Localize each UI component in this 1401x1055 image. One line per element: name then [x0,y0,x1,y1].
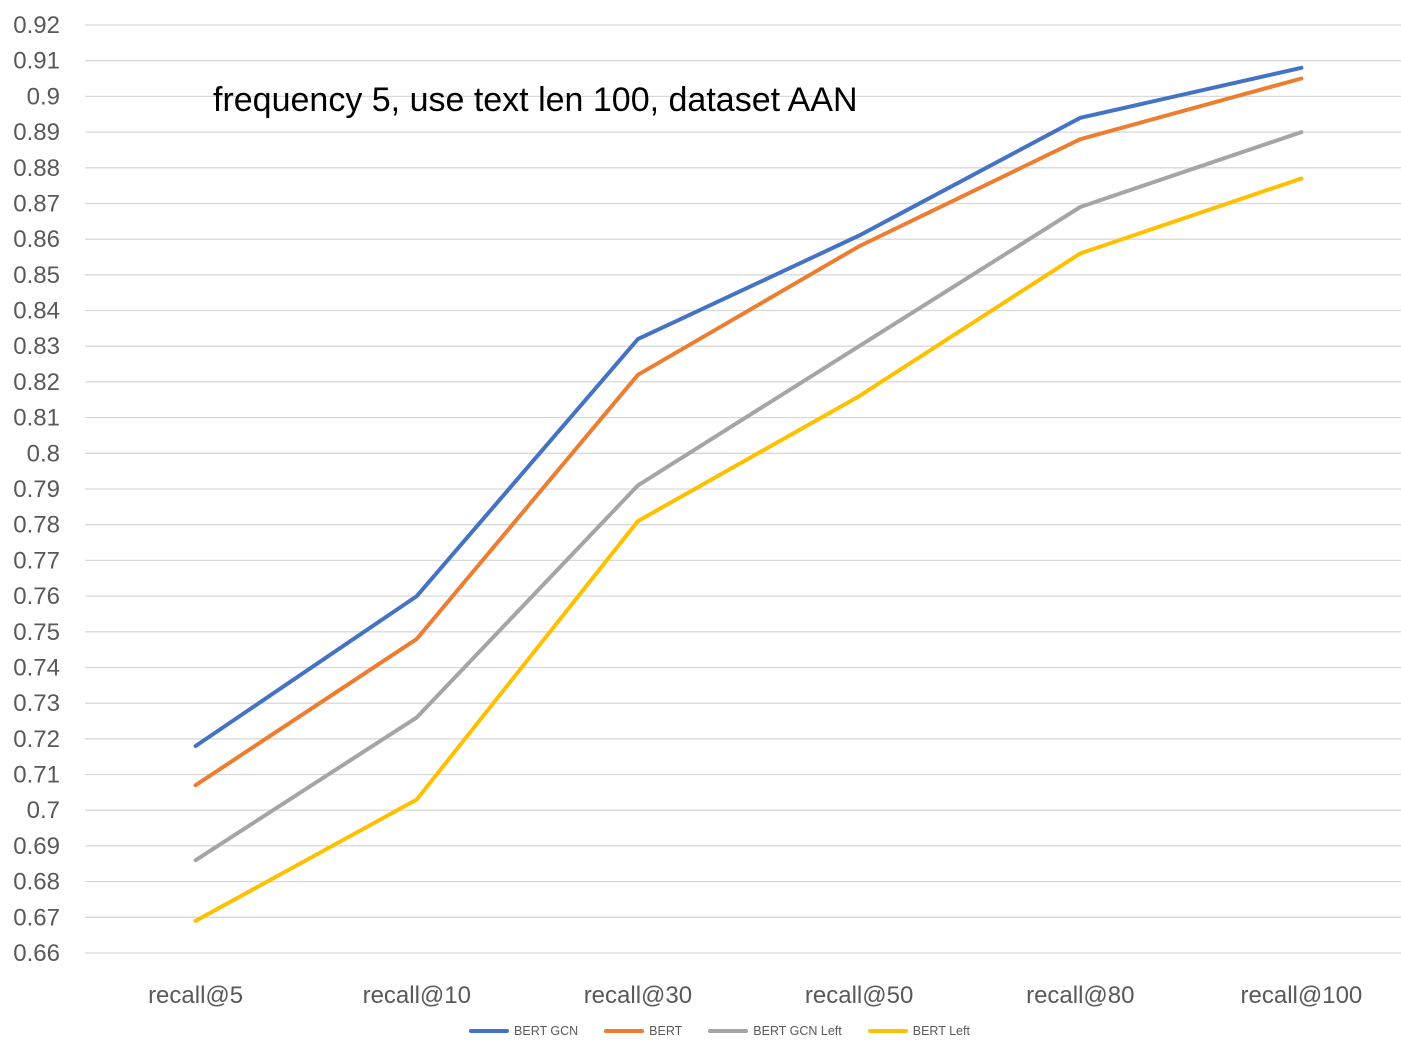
y-tick-label: 0.8 [27,440,60,467]
y-tick-label: 0.91 [13,48,60,75]
y-tick-label: 0.78 [13,512,60,539]
series-line-bert-left [193,176,1304,923]
y-tick-label: 0.66 [13,940,60,967]
y-tick-label: 0.89 [13,119,60,146]
legend-item-bert-gcn: BERT GCN [469,1024,578,1038]
x-category-label: recall@10 [363,982,471,1009]
legend-label: BERT [649,1024,683,1038]
series-line-bert-gcn [193,65,1304,748]
series-line-bert-gcn-left [193,130,1304,863]
y-tick-label: 0.81 [13,405,60,432]
y-tick-label: 0.82 [13,369,60,396]
x-category-label: recall@30 [584,982,692,1009]
x-category-label: recall@80 [1026,982,1134,1009]
y-tick-label: 0.71 [13,762,60,789]
x-category-label: recall@50 [805,982,913,1009]
legend: BERT GCN BERT BERT GCN Left BERT Left [0,1024,1401,1038]
y-tick-label: 0.69 [13,833,60,860]
chart-title: frequency 5, use text len 100, dataset A… [213,81,858,119]
legend-label: BERT GCN [514,1024,579,1038]
legend-item-bert-gcn-left: BERT GCN Left [708,1024,842,1038]
y-tick-label: 0.73 [13,690,60,717]
y-tick-label: 0.85 [13,262,60,289]
legend-line-swatch [867,1029,908,1033]
y-tick-label: 0.92 [13,12,60,39]
legend-label: BERT Left [912,1024,970,1038]
y-tick-label: 0.77 [13,547,60,574]
y-tick-label: 0.9 [27,83,60,110]
y-tick-label: 0.75 [13,619,60,646]
y-tick-label: 0.86 [13,226,60,253]
x-category-label: recall@5 [148,982,243,1009]
legend-label: BERT GCN Left [753,1024,842,1038]
legend-item-bert-left: BERT Left [867,1024,970,1038]
y-tick-label: 0.67 [13,904,60,931]
y-tick-label: 0.7 [27,797,60,824]
legend-line-swatch [469,1029,510,1033]
y-tick-label: 0.72 [13,726,60,753]
legend-line-swatch [708,1029,749,1033]
y-tick-label: 0.79 [13,476,60,503]
y-tick-label: 0.76 [13,583,60,610]
y-tick-label: 0.74 [13,655,60,682]
series-line-bert [193,76,1304,788]
y-tick-label: 0.88 [13,155,60,182]
x-category-label: recall@100 [1241,982,1363,1009]
y-tick-label: 0.68 [13,869,60,896]
y-tick-label: 0.87 [13,191,60,218]
legend-line-swatch [604,1029,645,1033]
y-tick-label: 0.83 [13,333,60,360]
y-tick-label: 0.84 [13,298,60,325]
legend-item-bert: BERT [604,1024,682,1038]
